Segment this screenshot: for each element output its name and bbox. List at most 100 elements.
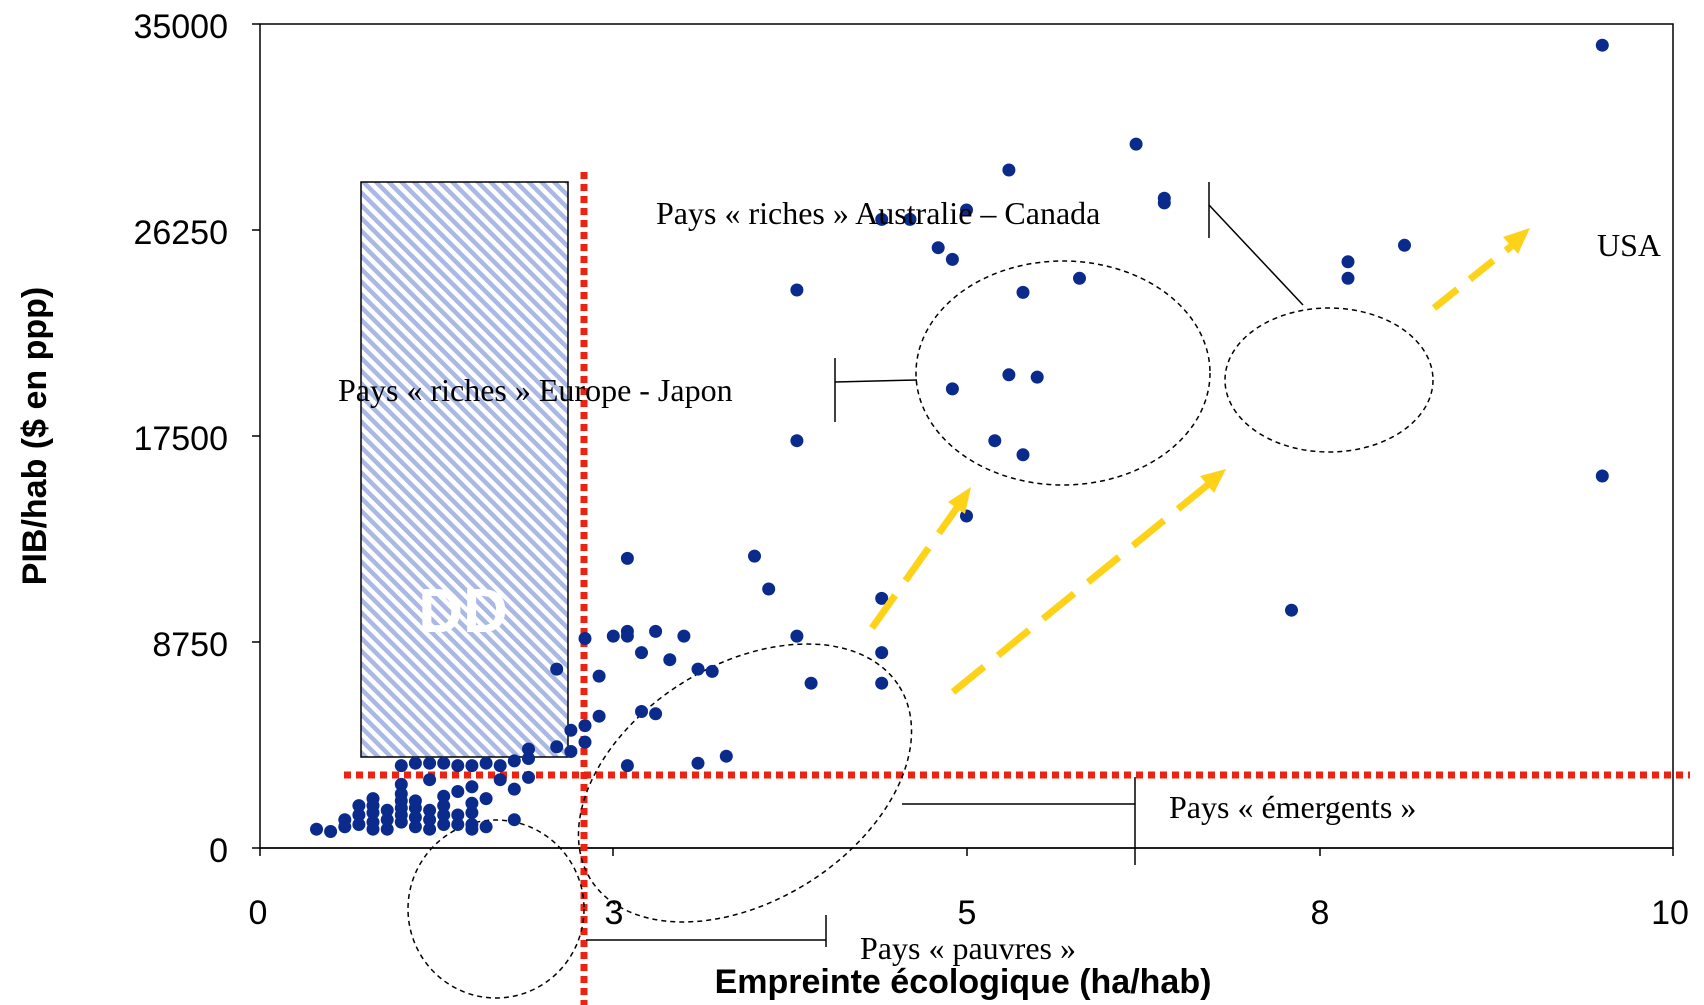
annotation-connectors (586, 182, 1304, 947)
data-point-2 (1595, 469, 1609, 483)
ellipse-pays-emergents (577, 643, 913, 923)
x-tick-label-8: 8 (1311, 894, 1330, 932)
data-point-54 (691, 756, 705, 770)
data-point-88 (366, 806, 380, 820)
label-pays-riches-europe-japon: Pays « riches » Europe - Japon (338, 372, 733, 408)
data-point-108 (465, 806, 479, 820)
y-tick-label-0: 0 (209, 832, 228, 870)
data-point-33 (578, 632, 592, 645)
data-point-40 (705, 664, 719, 678)
ellipse-pays-riches-australie-canada (1224, 307, 1434, 453)
y-tick-label-26250: 26250 (133, 214, 228, 252)
x-tick-label-0: 0 (249, 894, 268, 932)
data-point-113 (465, 822, 479, 836)
data-point-43 (550, 662, 564, 676)
x-axis-title: Empreinte écologique (ha/hab) (715, 963, 1212, 1001)
data-point-76 (408, 810, 422, 824)
data-point-27 (748, 549, 761, 563)
y-axis-title: PIB/hab ($ en ppp) (16, 287, 54, 585)
data-point-102 (423, 803, 437, 817)
data-point-63 (451, 759, 465, 773)
x-tick-marks (259, 848, 1674, 856)
data-point-64 (437, 756, 451, 770)
arrow-emergents-to-europe-japon-head (948, 487, 971, 514)
data-point-66 (408, 756, 422, 770)
data-point-73 (394, 777, 408, 791)
data-point-22 (988, 434, 1002, 448)
data-point-111 (479, 820, 493, 834)
data-point-61 (479, 756, 493, 770)
data-point-37 (635, 646, 648, 660)
data-point-20 (945, 382, 959, 396)
data-point-84 (380, 813, 394, 827)
dd-zone-rect (360, 181, 569, 758)
data-point-96 (324, 825, 338, 838)
data-point-5 (1157, 196, 1171, 210)
data-point-29 (620, 551, 634, 565)
data-point-93 (352, 818, 366, 831)
data-point-114 (423, 822, 437, 836)
data-point-100 (437, 808, 451, 822)
data-point-106 (451, 818, 465, 831)
data-point-98 (437, 789, 451, 803)
data-point-41 (875, 646, 889, 660)
data-point-67 (394, 759, 408, 773)
data-point-32 (606, 629, 620, 643)
data-point-3 (1129, 137, 1143, 151)
data-point-62 (465, 759, 479, 773)
x-tick-label-3: 3 (605, 894, 624, 932)
data-point-56 (620, 759, 634, 773)
x-tick-label-10: 10 (1651, 894, 1689, 932)
data-point-48 (592, 709, 606, 723)
data-point-17 (790, 283, 804, 297)
y-tick-label-8750: 8750 (152, 626, 228, 664)
data-point-13 (1341, 271, 1355, 285)
y-tick-marks (252, 23, 260, 849)
data-point-97 (310, 822, 323, 836)
data-point-65 (423, 756, 437, 770)
data-point-59 (507, 754, 521, 768)
data-point-77 (408, 820, 422, 834)
data-point-53 (550, 740, 564, 754)
data-point-7 (960, 203, 973, 217)
data-point-60 (493, 759, 507, 773)
data-point-104 (451, 785, 465, 798)
data-point-46 (635, 705, 648, 718)
data-point-75 (408, 801, 422, 815)
data-point-44 (804, 676, 818, 690)
ellipse-pays-pauvres (407, 819, 585, 999)
data-point-35 (677, 629, 691, 643)
label-pays-riches-australie-canada: Pays « riches » Australie – Canada (656, 195, 1100, 231)
trend-arrows (869, 228, 1530, 695)
data-point-70 (493, 773, 507, 787)
label-usa: USA (1597, 227, 1661, 263)
data-point-72 (423, 773, 437, 787)
ellipse-pays-riches-europe-japon (915, 260, 1211, 486)
data-point-11 (945, 252, 959, 266)
arrow-riches-to-usa (1431, 241, 1517, 311)
x-tick-label-5: 5 (958, 894, 977, 932)
data-point-12 (1341, 255, 1355, 269)
data-point-55 (719, 749, 733, 763)
data-point-25 (1285, 603, 1298, 617)
data-point-91 (352, 799, 366, 813)
data-point-8 (875, 212, 889, 226)
arrow-emergents-to-australie-canada-head (1200, 469, 1226, 493)
arrow-emergents-to-europe-japon (869, 499, 964, 631)
data-point-6 (1002, 163, 1016, 177)
data-point-1 (1595, 38, 1609, 52)
data-point-19 (1030, 370, 1044, 384)
scatter-points (310, 38, 1609, 838)
data-point-18 (1002, 368, 1016, 382)
arrow-riches-to-usa-head (1503, 228, 1530, 254)
data-point-51 (578, 735, 592, 749)
data-point-82 (394, 815, 408, 829)
label-pays-pauvres: Pays « pauvres » (860, 930, 1076, 966)
data-point-112 (507, 813, 521, 827)
data-point-49 (564, 723, 578, 737)
data-point-83 (380, 803, 394, 817)
data-point-103 (423, 813, 437, 827)
data-point-15 (1073, 271, 1086, 285)
data-point-21 (790, 434, 804, 448)
data-point-85 (380, 822, 394, 836)
